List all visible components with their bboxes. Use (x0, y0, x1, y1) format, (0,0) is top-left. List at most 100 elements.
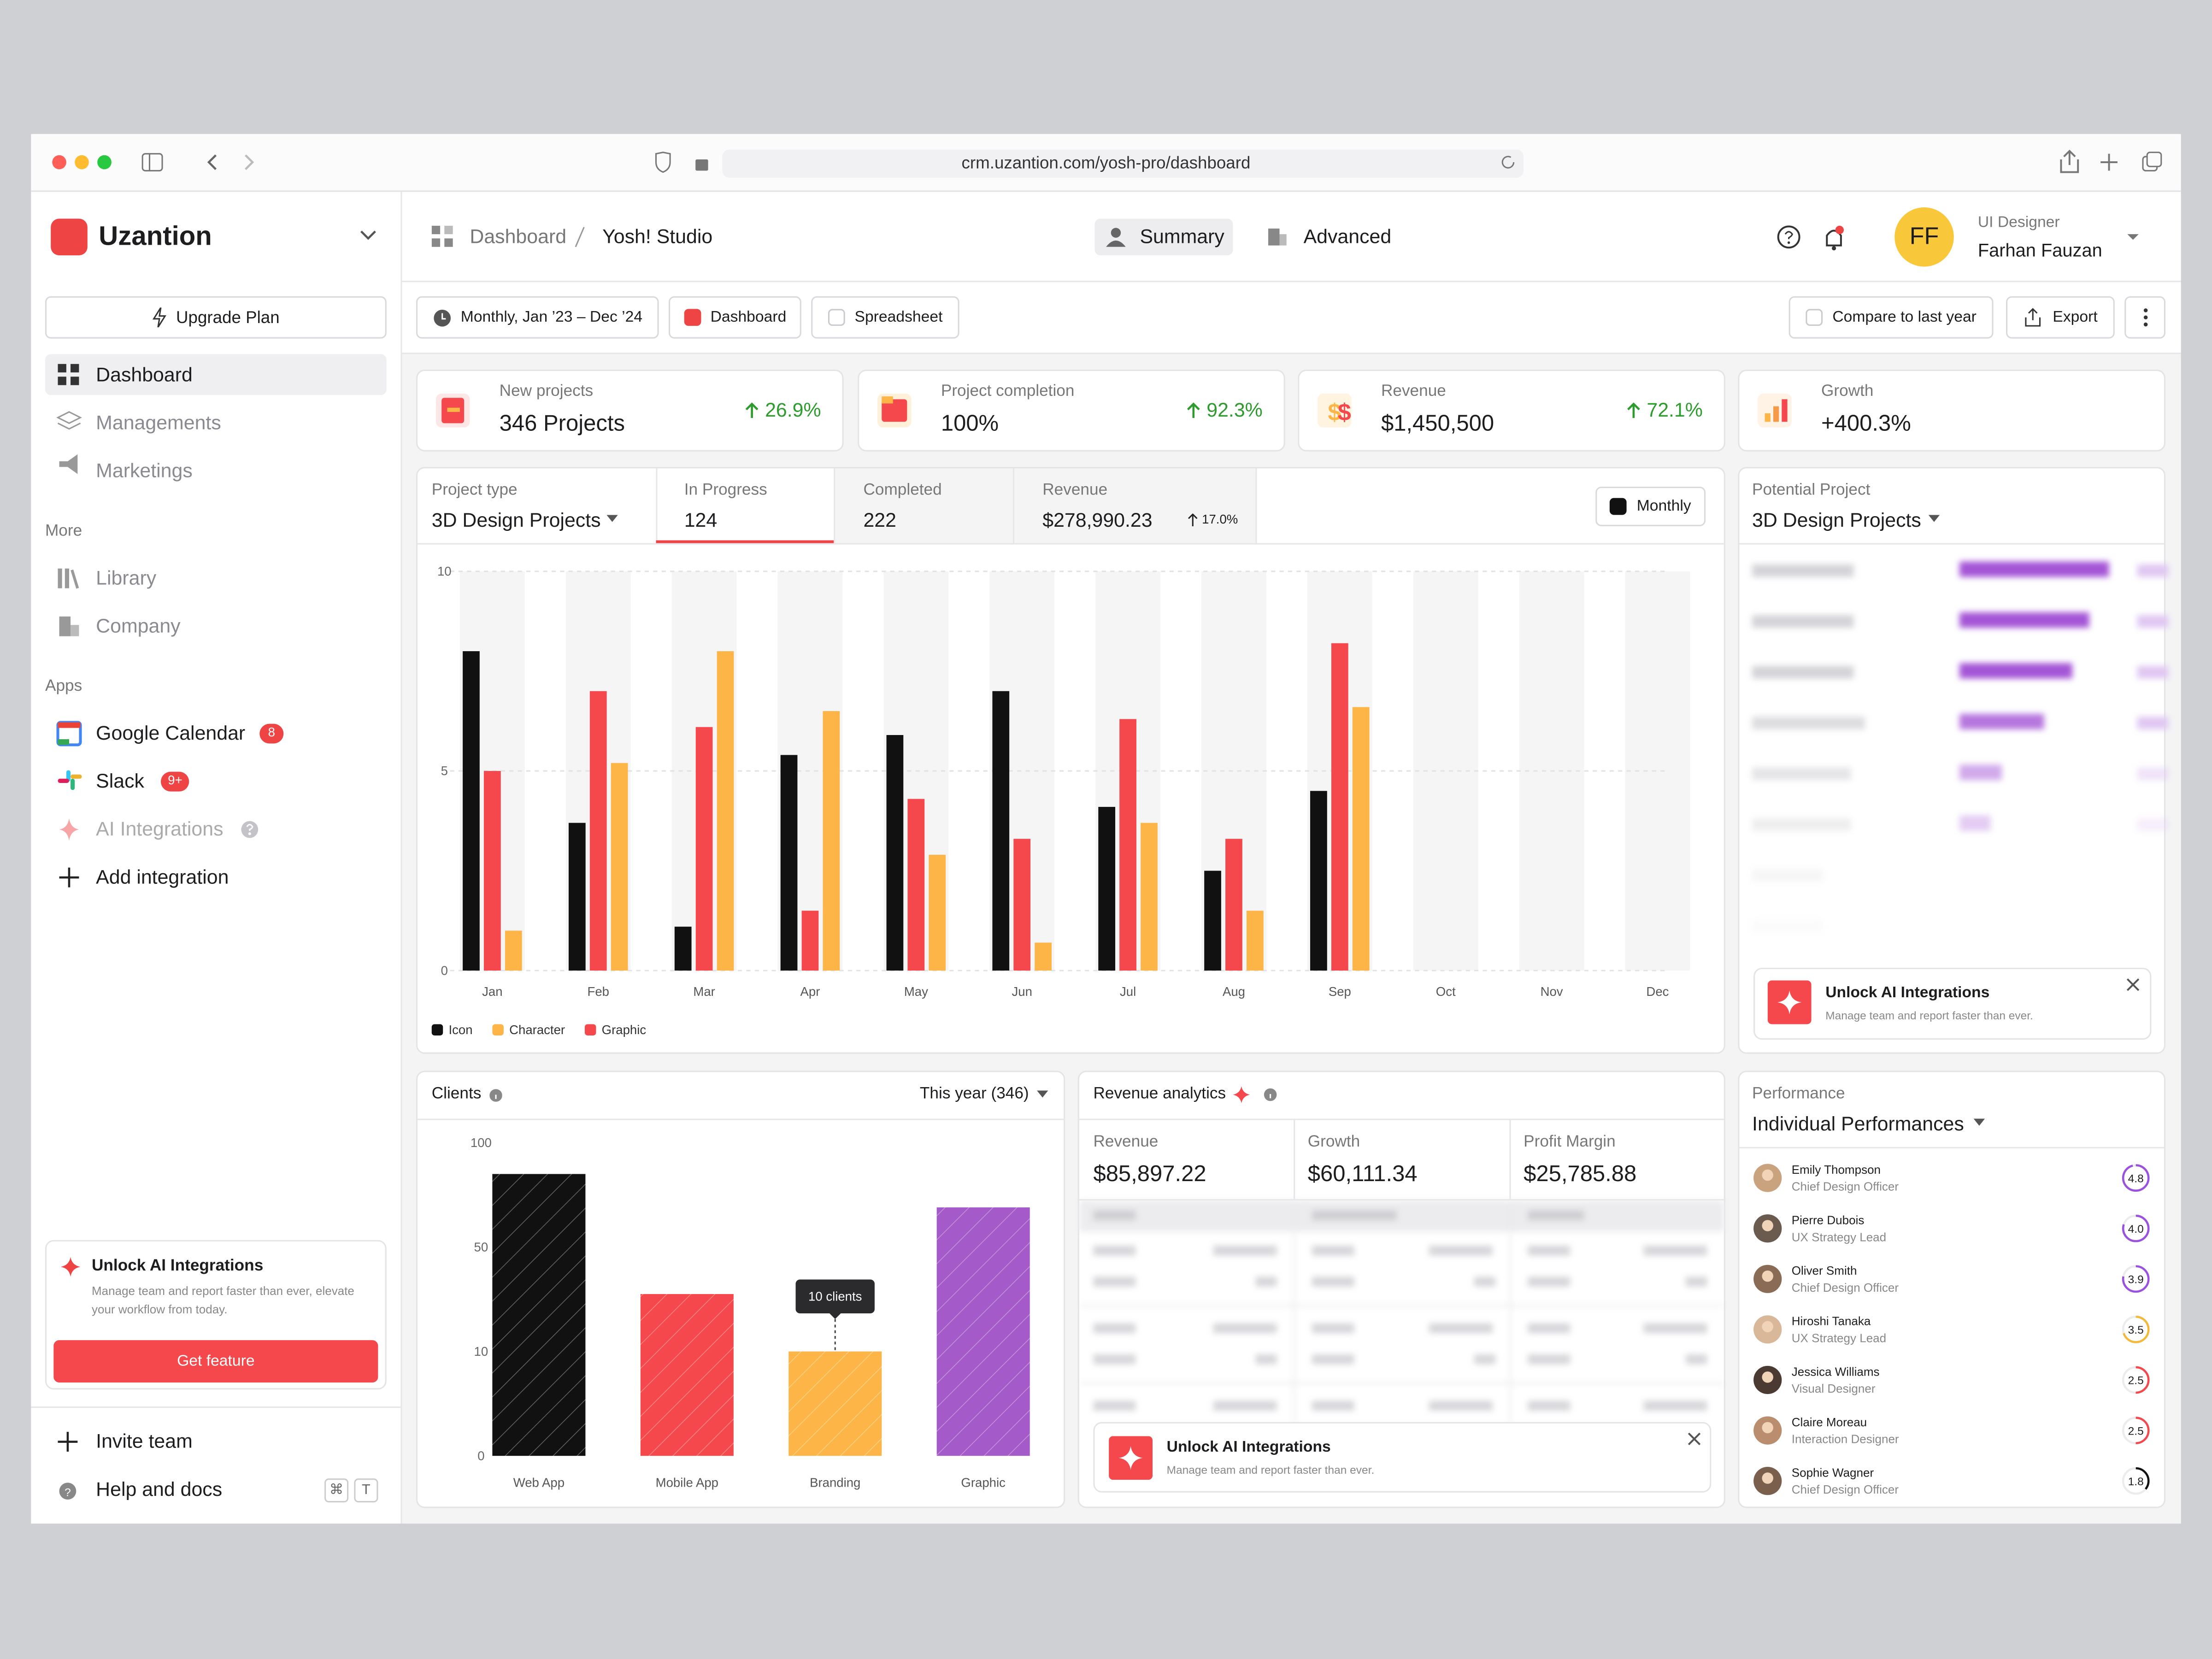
bar (640, 1294, 734, 1456)
score-label: 2.5 (2128, 1425, 2144, 1437)
app-item[interactable]: AI Integrations (96, 817, 224, 840)
tooltip-arrow (830, 1313, 841, 1319)
invite-team[interactable]: Invite team (96, 1429, 193, 1452)
clock-icon (433, 309, 450, 326)
upgrade-button[interactable]: Upgrade Plan (45, 296, 387, 339)
period-toggle[interactable]: Monthly (1595, 487, 1706, 526)
app-icons (56, 721, 82, 888)
browser-actions[interactable] (2057, 148, 2170, 176)
export-label: Export (2053, 309, 2098, 326)
bolt-icon (152, 307, 166, 328)
y-tick-label: 0 (441, 963, 448, 977)
x-tick-label: Jul (1120, 984, 1136, 999)
bar (1331, 643, 1348, 971)
divider (31, 1406, 401, 1408)
breadcrumb-separator (575, 227, 585, 247)
nav-item[interactable]: Dashboard (96, 363, 193, 386)
person-role: Chief Design Officer (1792, 1180, 1899, 1194)
nav-item[interactable]: Library (96, 566, 157, 589)
bar (929, 854, 946, 971)
kpi-change: 72.1% (1627, 399, 1703, 421)
period-toggle-label: Monthly (1636, 498, 1691, 515)
bar (1119, 719, 1136, 971)
up-arrow (746, 402, 759, 418)
person-role: UX Strategy Lead (1792, 1230, 1886, 1244)
help-docs[interactable]: Help and docs (96, 1477, 223, 1500)
view-button[interactable]: Dashboard (669, 296, 801, 339)
avatar-face (1762, 1472, 1773, 1484)
score-label: 3.9 (2128, 1273, 2144, 1286)
nav-item[interactable]: Managements (96, 411, 221, 434)
x-tick-label: Mobile App (656, 1476, 718, 1490)
promo-card (1093, 1422, 1712, 1493)
stat-label[interactable]: Completed (863, 482, 942, 499)
filter-value[interactable]: 3D Design Projects (431, 508, 601, 531)
brand-menu[interactable] (359, 229, 378, 243)
stat-label: Profit Margin (1524, 1134, 1616, 1151)
url-bar[interactable] (722, 149, 1524, 178)
close-button[interactable] (2126, 977, 2140, 992)
kpi-change: 92.3% (1187, 399, 1263, 421)
x-tick-label: Web App (513, 1476, 565, 1490)
reload-icon[interactable] (1498, 153, 1518, 172)
compare-button[interactable]: Compare to last year (1788, 296, 1994, 339)
user-menu[interactable] (2126, 231, 2140, 242)
advanced-icon (1268, 228, 1287, 246)
performance-card (1738, 1071, 2165, 1508)
stat-label: Revenue (1093, 1134, 1159, 1151)
view-label: Dashboard (710, 309, 787, 326)
score-label: 4.8 (2128, 1172, 2144, 1185)
y-tick-label: 100 (471, 1135, 492, 1150)
header-icons[interactable] (1776, 224, 1847, 253)
up-arrow (1188, 514, 1198, 527)
bar (1013, 839, 1031, 971)
stat-label[interactable]: Revenue (1042, 482, 1108, 499)
tab[interactable]: Advanced (1303, 224, 1392, 247)
header-border (402, 281, 2181, 282)
bar (1352, 707, 1370, 971)
up-arrow (1187, 402, 1200, 418)
footer-icons: ? (58, 1432, 78, 1500)
period-button[interactable]: Monthly, Jan ’23 – Dec ’24 (416, 296, 659, 339)
breadcrumb[interactable]: Dashboard (470, 224, 567, 247)
stat-label: Growth (1307, 1134, 1360, 1151)
close-button[interactable] (1687, 1432, 1701, 1446)
legend-swatch (584, 1024, 596, 1035)
get-feature-button[interactable]: Get feature (53, 1340, 378, 1382)
performance-value[interactable]: Individual Performances (1752, 1112, 1964, 1135)
compare-label: Compare to last year (1832, 309, 1977, 326)
promo-title: Unlock AI Integrations (91, 1258, 264, 1275)
export-button[interactable]: Export (2006, 296, 2115, 339)
window-controls[interactable] (45, 151, 285, 174)
bar (717, 651, 734, 971)
blurred-list (1752, 561, 2169, 933)
nav-item[interactable]: Marketings (96, 459, 193, 482)
kpi-label: Revenue (1381, 383, 1446, 400)
clients-title: Clients (431, 1086, 482, 1103)
avatar-face (1762, 1422, 1773, 1434)
tab[interactable]: Summary (1140, 224, 1224, 247)
bar (492, 1174, 586, 1456)
promo-text: Manage team and report faster than ever. (1825, 1009, 2033, 1023)
avatar[interactable]: FF (1894, 207, 1954, 267)
view-button[interactable]: Spreadsheet (811, 296, 959, 339)
nav-item[interactable]: Company (96, 614, 181, 637)
app-item[interactable]: Slack (96, 769, 144, 792)
add-integration[interactable]: Add integration (96, 865, 229, 888)
bar (484, 771, 501, 971)
bar (823, 711, 840, 971)
clients-filter[interactable]: This year (346) (919, 1086, 1029, 1103)
kpi-icons: $$ (435, 394, 1792, 428)
tooltip-box (795, 1279, 875, 1313)
score-label: 1.8 (2128, 1476, 2144, 1488)
person-name: Claire Moreau (1792, 1415, 1867, 1429)
more-button[interactable] (2124, 296, 2165, 339)
bar-track (1625, 571, 1690, 971)
potential-value[interactable]: 3D Design Projects (1752, 508, 1921, 531)
more-icons (58, 568, 79, 636)
app-item[interactable]: Google Calendar (96, 721, 246, 744)
x-tick-label: Apr (800, 984, 820, 999)
kpi-card (1298, 370, 1725, 452)
upgrade-label: Upgrade Plan (176, 307, 280, 328)
